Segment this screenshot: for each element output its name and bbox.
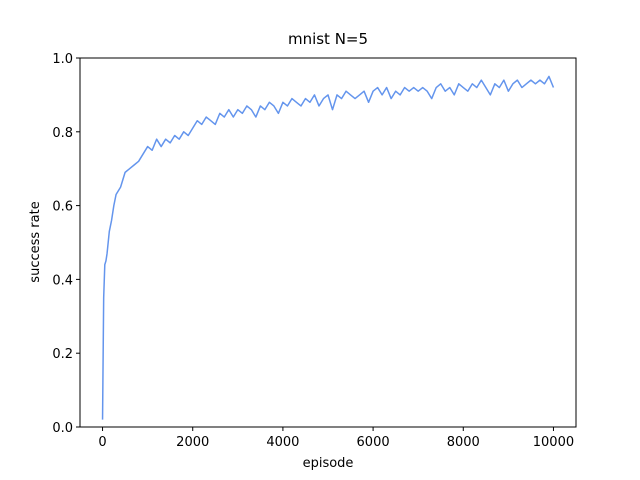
y-tick-label: 0.0	[52, 421, 73, 436]
x-tick-label: 10000	[533, 435, 574, 450]
y-tick-label: 0.6	[52, 200, 73, 215]
y-tick-label: 0.4	[52, 273, 73, 288]
chart-title: mnist N=5	[288, 30, 368, 48]
y-tick-label: 1.0	[52, 52, 73, 67]
y-tick-label: 0.2	[52, 347, 73, 362]
x-tick-label: 2000	[176, 435, 209, 450]
x-axis-label: episode	[303, 456, 354, 471]
x-tick-label: 6000	[357, 435, 390, 450]
x-tick-label: 8000	[447, 435, 480, 450]
plot-frame	[79, 57, 577, 428]
y-axis-label: success rate	[28, 201, 43, 282]
data-line	[101, 75, 555, 420]
x-tick-label: 4000	[266, 435, 299, 450]
x-tick-label: 0	[98, 435, 106, 450]
y-tick-label: 0.8	[52, 126, 73, 141]
